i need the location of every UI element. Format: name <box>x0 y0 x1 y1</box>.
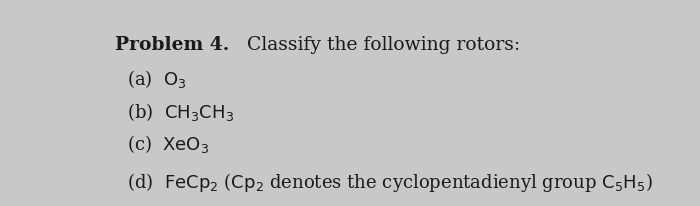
Text: Classify the following rotors:: Classify the following rotors: <box>229 36 520 54</box>
Text: (b)  $\mathrm{CH_3CH_3}$: (b) $\mathrm{CH_3CH_3}$ <box>127 101 234 123</box>
Text: (c)  $\mathrm{XeO_3}$: (c) $\mathrm{XeO_3}$ <box>127 133 209 154</box>
Text: (d)  $\mathrm{FeCp_2}$ ($\mathrm{Cp_2}$ denotes the cyclopentadienyl group $\mat: (d) $\mathrm{FeCp_2}$ ($\mathrm{Cp_2}$ d… <box>127 171 652 194</box>
Text: (a)  $\mathrm{O_3}$: (a) $\mathrm{O_3}$ <box>127 68 186 89</box>
Text: Problem 4.: Problem 4. <box>115 36 229 54</box>
